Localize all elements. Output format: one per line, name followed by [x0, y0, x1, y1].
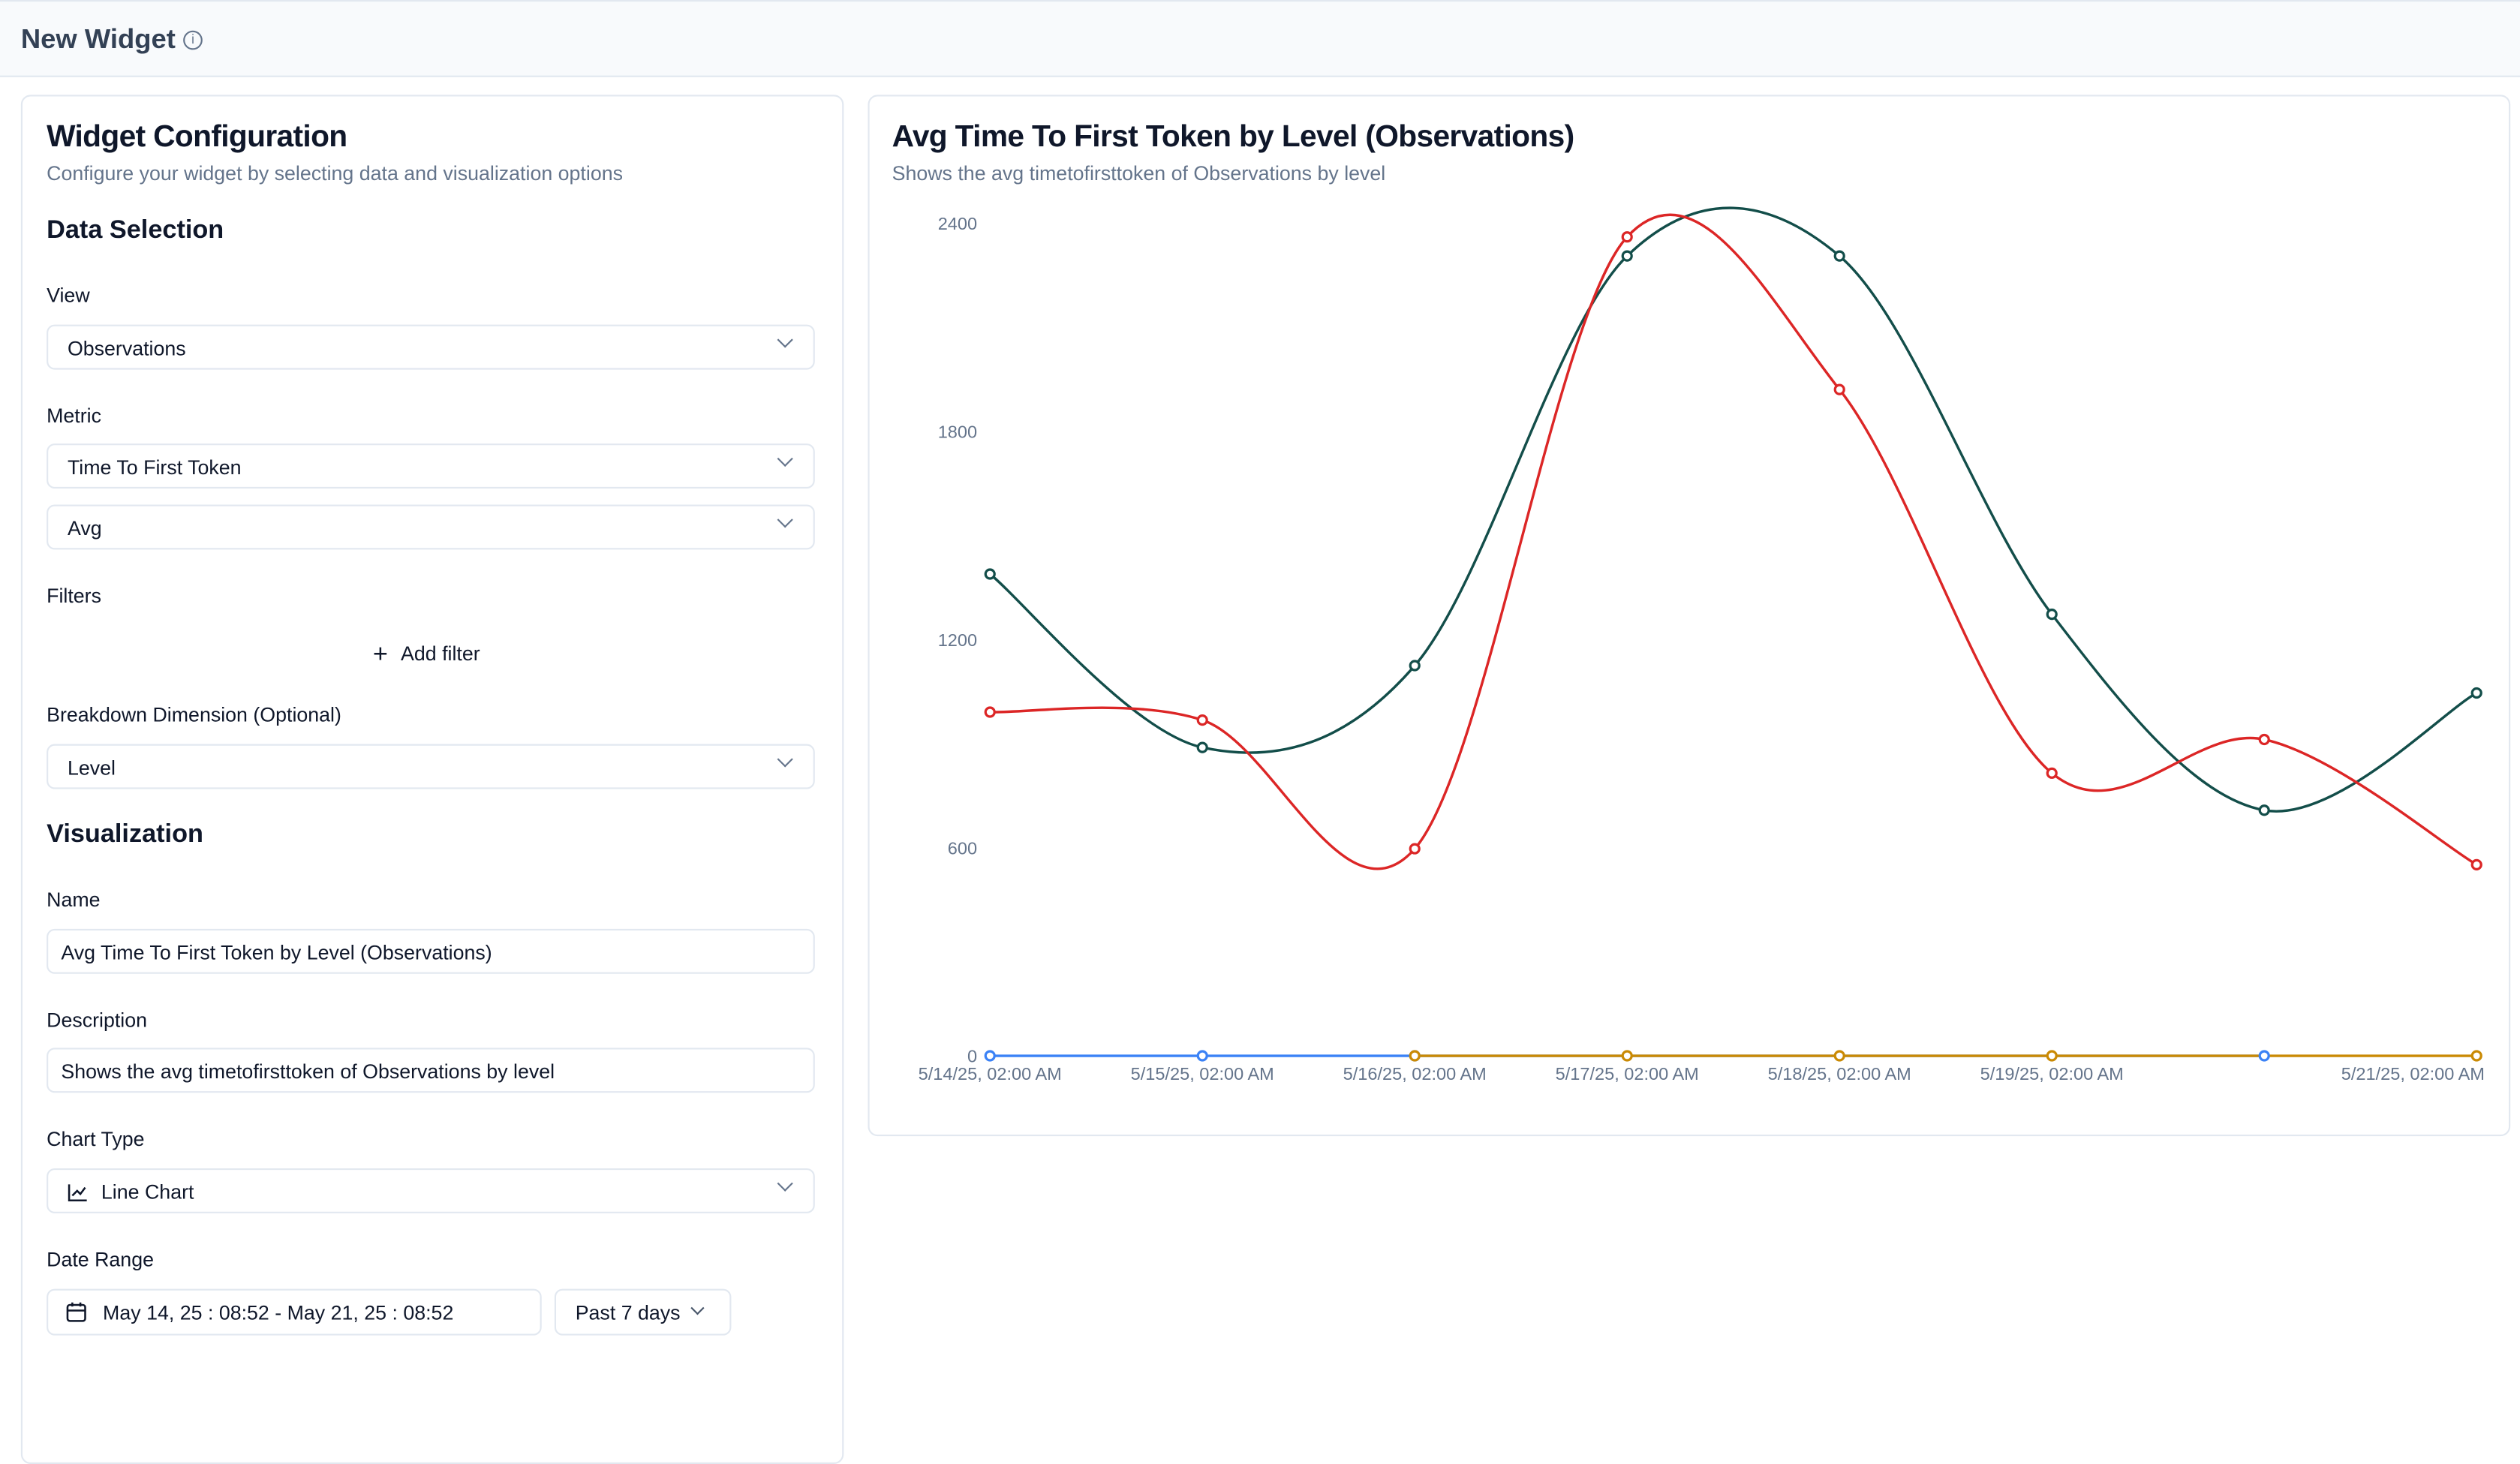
plus-icon: + — [372, 641, 388, 669]
x-tick-label: 5/18/25, 02:00 AM — [1768, 1064, 1911, 1084]
data-point — [2470, 858, 2482, 870]
data-point — [1196, 1050, 1208, 1062]
data-point — [2046, 767, 2058, 779]
chart-subtitle: Shows the avg timetofirsttoken of Observ… — [892, 162, 1386, 185]
data-point — [1409, 660, 1421, 672]
date-range-picker[interactable]: May 14, 25 : 08:52 - May 21, 25 : 08:52 — [47, 1288, 542, 1336]
metric-value: Time To First Token — [67, 456, 242, 479]
chevron-down-icon — [777, 751, 793, 768]
chart-title: Avg Time To First Token by Level (Observ… — [892, 120, 1575, 155]
x-tick-label: 5/21/25, 02:00 AM — [2341, 1064, 2485, 1084]
date-range-value: May 14, 25 : 08:52 - May 21, 25 : 08:52 — [103, 1301, 454, 1324]
x-tick-label: 5/15/25, 02:00 AM — [1131, 1064, 1274, 1084]
chart-type-select[interactable]: Line Chart — [47, 1168, 815, 1213]
chart-preview-panel: Avg Time To First Token by Level (Observ… — [868, 95, 2511, 1137]
series-line-1 — [990, 213, 2478, 870]
metric-label: Metric — [47, 404, 101, 428]
data-point — [2046, 609, 2058, 621]
breakdown-label: Breakdown Dimension (Optional) — [47, 704, 341, 727]
date-preset-value: Past 7 days — [575, 1301, 681, 1324]
data-point — [984, 568, 996, 580]
info-icon[interactable]: i — [183, 30, 203, 50]
metric-select[interactable]: Time To First Token — [47, 443, 815, 489]
view-label: View — [47, 284, 90, 308]
visualization-heading: Visualization — [47, 821, 203, 849]
y-tick-label: 600 — [948, 838, 977, 858]
data-point — [1196, 714, 1208, 726]
y-tick-label: 0 — [967, 1047, 977, 1066]
data-point — [2046, 1050, 2058, 1062]
breakdown-select[interactable]: Level — [47, 744, 815, 789]
add-filter-label: Add filter — [400, 642, 480, 666]
data-point — [2470, 1050, 2482, 1062]
add-filter-button[interactable]: + Add filter — [372, 639, 480, 669]
data-point — [1621, 231, 1633, 243]
config-subtitle: Configure your widget by selecting data … — [47, 162, 624, 185]
data-point — [984, 706, 996, 718]
chevron-down-icon — [777, 512, 793, 528]
data-point — [1621, 250, 1633, 262]
data-point — [1621, 1050, 1633, 1062]
data-point — [2258, 1050, 2270, 1062]
data-point — [1409, 843, 1421, 855]
data-point — [1833, 250, 1845, 262]
widget-configuration-panel: Widget Configuration Configure your widg… — [20, 95, 844, 1464]
calendar-icon — [66, 1302, 86, 1322]
chart-type-label: Chart Type — [47, 1128, 145, 1151]
data-point — [1196, 741, 1208, 753]
data-point — [1833, 1050, 1845, 1062]
x-tick-label: 5/17/25, 02:00 AM — [1556, 1064, 1699, 1084]
description-input[interactable]: Shows the avg timetofirsttoken of Observ… — [47, 1048, 815, 1093]
name-label: Name — [47, 888, 101, 912]
date-preset-select[interactable]: Past 7 days — [554, 1288, 732, 1336]
breakdown-value: Level — [67, 756, 116, 780]
chevron-down-icon — [777, 1175, 793, 1192]
name-input[interactable]: Avg Time To First Token by Level (Observ… — [47, 928, 815, 974]
x-tick-label: 5/14/25, 02:00 AM — [919, 1064, 1062, 1084]
data-point — [2470, 687, 2482, 699]
y-tick-label: 1800 — [938, 422, 977, 442]
view-value: Observations — [67, 337, 186, 360]
config-title: Widget Configuration — [47, 120, 347, 155]
page-title: New Widget — [20, 24, 176, 55]
filters-label: Filters — [47, 585, 101, 608]
data-point — [2258, 733, 2270, 746]
line-chart-icon — [68, 1184, 87, 1202]
x-tick-label: 5/19/25, 02:00 AM — [1980, 1064, 2124, 1084]
x-tick-label: 5/16/25, 02:00 AM — [1343, 1064, 1487, 1084]
aggregation-select[interactable]: Avg — [47, 504, 815, 550]
data-point — [1409, 1050, 1421, 1062]
line-chart: 0 600 1200 1800 2400 5/14/25, 02:00 AM 5/15/25… — [919, 206, 2485, 1084]
chevron-down-icon — [690, 1301, 705, 1315]
series-line-0 — [989, 206, 2478, 813]
y-tick-label: 2400 — [938, 214, 977, 233]
chart-type-value: Line Chart — [101, 1181, 194, 1204]
data-point — [984, 1050, 996, 1062]
data-selection-heading: Data Selection — [47, 217, 224, 245]
aggregation-value: Avg — [67, 517, 102, 540]
description-label: Description — [47, 1009, 148, 1032]
date-range-label: Date Range — [47, 1249, 154, 1272]
data-point — [2258, 804, 2270, 816]
page-header: New Widget i — [0, 0, 2520, 77]
chevron-down-icon — [777, 450, 793, 467]
y-tick-label: 1200 — [938, 630, 977, 650]
chevron-down-icon — [777, 332, 793, 348]
view-select[interactable]: Observations — [47, 324, 815, 370]
data-point — [1833, 383, 1845, 395]
